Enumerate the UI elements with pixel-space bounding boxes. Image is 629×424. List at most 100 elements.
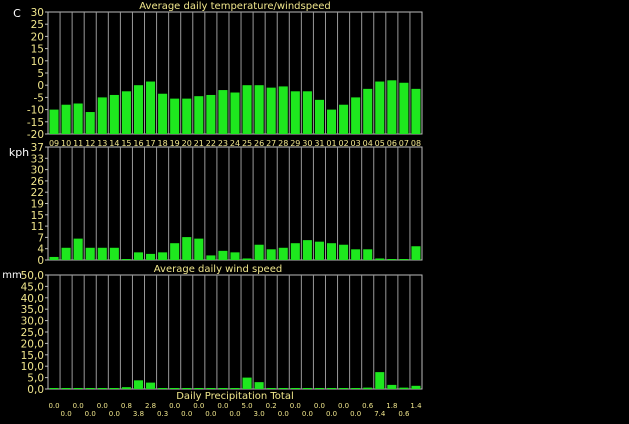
precipitation-ytick-label: 25,0 [21,327,44,339]
temperature-bar [158,93,168,134]
precipitation-value-label: 0.6 [362,402,374,410]
temperature-bar [290,91,300,134]
precipitation-ytick-label: 35,0 [21,304,44,316]
precipitation-value-label: 0.0 [338,402,349,410]
date-label: 02 [338,139,348,148]
temperature-chart-title: Average daily temperature/windspeed [139,1,330,12]
precipitation-bar [61,388,71,389]
precipitation-bar [49,388,59,389]
wind-ytick-label: 30 [31,165,44,177]
precipitation-bar [339,388,349,389]
temperature-ytick-label: -10 [27,105,44,117]
precipitation-bar [242,377,252,389]
date-label: 21 [194,139,204,148]
temperature-ytick-label: 20 [31,31,44,43]
date-label: 07 [399,139,409,148]
date-label: 12 [85,139,95,148]
wind-bar [218,250,228,260]
precipitation-ytick-label: 45,0 [21,281,44,293]
date-label: 24 [230,139,240,148]
precipitation-value-label: 0.6 [398,410,410,418]
wind-ytick-label: 4 [37,244,44,256]
wind-bar [133,252,144,260]
date-label: 05 [375,139,385,148]
date-label: 04 [363,139,373,148]
date-label: 18 [158,139,168,148]
precipitation-bar [158,388,168,389]
wind-bar [73,238,83,260]
precipitation-bar [351,388,361,389]
precipitation-bar [266,388,276,389]
date-label: 09 [49,139,59,148]
wind-bar [411,246,421,260]
precipitation-ytick-label: 30,0 [21,316,44,328]
precipitation-value-label: 0.0 [85,410,96,418]
wind-ytick-label: 19 [31,199,44,211]
precipitation-ytick-label: 40,0 [21,293,44,305]
wind-bar [146,253,156,260]
precipitation-bar [109,388,119,389]
temperature-bar [242,85,252,134]
date-label: 25 [242,139,252,148]
precipitation-bar [278,388,288,389]
wind-bar [399,259,409,260]
precipitation-value-label: 0.0 [326,410,337,418]
precipitation-bar [182,388,192,389]
precipitation-value-label: 2.8 [145,402,156,410]
precipitation-bar [290,388,300,389]
wind-ytick-label: 11 [31,221,44,233]
temperature-bar [85,112,95,134]
precipitation-value-label: 0.0 [290,402,301,410]
precipitation-value-label: 0.8 [121,402,132,410]
temperature-bar [314,99,324,134]
precipitation-bar [194,388,204,389]
wind-bar [314,241,324,260]
wind-bar [121,259,131,260]
date-label: 27 [266,139,276,148]
precipitation-bar [363,387,373,389]
precipitation-bar [97,388,107,389]
precipitation-bar [387,384,397,389]
wind-bar [85,247,95,260]
date-label: 17 [145,139,155,148]
temperature-bar [170,98,180,134]
precipitation-value-label: 0.0 [217,402,228,410]
precipitation-value-label: 0.0 [61,410,72,418]
wind-ytick-label: 26 [31,176,45,188]
date-label: 01 [326,139,336,148]
temperature-bar [194,96,204,134]
temperature-bar [399,82,409,134]
precipitation-value-label: 0.0 [229,410,240,418]
wind-bar [182,237,192,260]
temperature-bar [121,91,131,134]
temperature-bar [266,87,276,134]
temperature-ytick-label: 25 [31,19,44,31]
wind-ytick-label: 22 [31,187,44,199]
date-label: 10 [61,139,71,148]
temperature-bar [109,94,119,134]
date-label: 29 [290,139,300,148]
precipitation-bar [170,388,180,389]
temperature-bar [375,81,385,134]
temperature-ytick-label: 30 [31,7,44,19]
temperature-bar [218,90,228,134]
temperature-bar [387,80,397,134]
precipitation-bar [302,388,312,389]
precipitation-value-label: 0.0 [205,410,216,418]
precipitation-value-label: 1.8 [386,402,397,410]
wind-ytick-label: 37 [31,142,44,154]
wind-ytick-label: 33 [31,153,44,165]
date-label: 03 [351,139,361,148]
precipitation-value-label: 0.0 [278,410,289,418]
precipitation-bar [121,387,131,389]
precipitation-value-label: 7.4 [374,410,386,418]
precipitation-value-label: 0.0 [97,402,108,410]
date-label: 14 [109,139,119,148]
date-label: 28 [278,139,288,148]
precipitation-value-label: 0.0 [48,402,59,410]
precipitation-value-label: 0.0 [109,410,120,418]
temperature-bar [339,104,349,134]
temperature-ytick-label: 5 [37,68,44,80]
